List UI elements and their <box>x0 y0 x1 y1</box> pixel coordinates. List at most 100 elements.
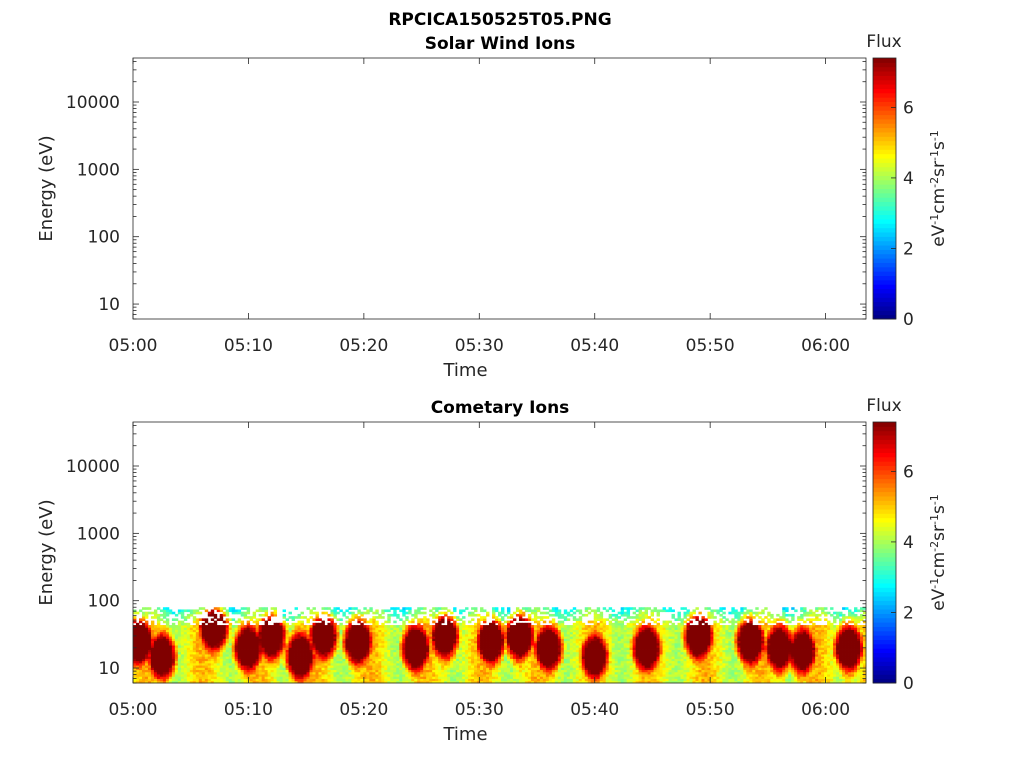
heatmap-cell <box>444 613 448 617</box>
heatmap-cell <box>596 654 601 657</box>
colorbar-segment <box>873 184 896 189</box>
heatmap-cell <box>593 640 598 644</box>
heatmap-cell <box>542 678 547 682</box>
heatmap-cell <box>339 638 343 642</box>
heatmap-cell <box>204 680 209 684</box>
heatmap-cell <box>234 611 239 615</box>
heatmap-cell <box>156 649 161 653</box>
heatmap-cell <box>530 645 535 648</box>
heatmap-cell <box>578 618 583 621</box>
heatmap-cell <box>611 647 616 650</box>
heatmap-cell <box>312 633 316 637</box>
heatmap-cell <box>267 629 272 633</box>
heatmap-cell <box>608 631 613 635</box>
heatmap-cell <box>228 651 233 655</box>
heatmap-cell <box>213 627 218 630</box>
heatmap-cell <box>524 671 529 675</box>
colorbar-segment <box>873 101 896 107</box>
heatmap-cell <box>444 625 448 628</box>
heatmap-cell <box>252 625 257 628</box>
heatmap-cell <box>503 658 508 662</box>
heatmap-cell <box>414 640 418 644</box>
heatmap-cell <box>527 676 532 679</box>
heatmap-cell <box>303 645 307 648</box>
heatmap-cell <box>381 609 385 613</box>
heatmap-cell <box>147 642 152 646</box>
heatmap-cell <box>429 671 433 675</box>
heatmap-cell <box>515 607 520 610</box>
heatmap-cell <box>180 680 185 684</box>
heatmap-cell <box>387 633 391 637</box>
heatmap-cell <box>147 633 152 637</box>
heatmap-cell <box>342 674 346 677</box>
heatmap-cell <box>240 607 245 610</box>
heatmap-cell <box>560 678 565 682</box>
heatmap-cell <box>186 642 191 646</box>
heatmap-cell <box>336 658 340 662</box>
heatmap-cell <box>420 625 424 628</box>
heatmap-cell <box>378 654 382 657</box>
heatmap-cell <box>150 649 155 653</box>
heatmap-cell <box>441 607 445 610</box>
heatmap-cell <box>495 627 499 630</box>
heatmap-cell <box>441 631 445 635</box>
heatmap-cell <box>593 660 598 664</box>
heatmap-cell <box>294 627 298 630</box>
heatmap-cell <box>551 651 556 655</box>
heatmap-cell <box>321 629 325 633</box>
heatmap-cell <box>180 665 185 668</box>
heatmap-cell <box>207 665 212 668</box>
heatmap-cell <box>492 676 496 679</box>
heatmap-cell <box>222 651 227 655</box>
heatmap-cell <box>468 620 472 624</box>
heatmap-cell <box>381 649 385 653</box>
heatmap-cell <box>495 629 499 633</box>
heatmap-cell <box>548 658 553 662</box>
heatmap-cell <box>551 618 556 621</box>
heatmap-cell <box>474 680 478 684</box>
heatmap-cell <box>213 654 218 657</box>
heatmap-cell <box>569 647 574 650</box>
heatmap-cell <box>216 631 221 635</box>
heatmap-cell <box>423 607 427 610</box>
heatmap-cell <box>554 622 559 626</box>
heatmap-cell <box>363 645 367 648</box>
heatmap-cell <box>447 651 451 655</box>
heatmap-cell <box>512 633 517 637</box>
heatmap-cell <box>572 642 577 646</box>
heatmap-cell <box>506 658 511 662</box>
heatmap-cell <box>213 674 218 677</box>
heatmap-cell <box>213 658 218 662</box>
heatmap-cell <box>309 616 313 619</box>
heatmap-cell <box>201 669 206 673</box>
heatmap-cell <box>593 636 598 639</box>
heatmap-cell <box>536 654 541 657</box>
heatmap-cell <box>563 676 568 679</box>
heatmap-cell <box>144 680 149 684</box>
heatmap-cell <box>201 618 206 621</box>
heatmap-cell <box>168 662 173 666</box>
heatmap-cell <box>270 669 275 673</box>
heatmap-cell <box>327 607 331 610</box>
heatmap-cell <box>339 654 343 657</box>
heatmap-cell <box>530 671 535 675</box>
heatmap-cell <box>312 660 316 664</box>
heatmap-cell <box>387 647 391 650</box>
heatmap-cell <box>501 629 505 633</box>
heatmap-cell <box>264 660 269 664</box>
heatmap-cell <box>602 622 607 626</box>
heatmap-cell <box>471 667 475 671</box>
heatmap-cell <box>219 645 224 648</box>
heatmap-cell <box>195 654 200 657</box>
heatmap-cell <box>354 627 358 630</box>
heatmap-cell <box>533 640 538 644</box>
heatmap-cell <box>420 645 424 648</box>
heatmap-cell <box>339 629 343 633</box>
heatmap-cell <box>408 638 412 642</box>
heatmap-cell <box>177 645 182 648</box>
heatmap-cell <box>141 649 146 653</box>
heatmap-cell <box>453 625 457 628</box>
heatmap-cell <box>387 627 391 630</box>
heatmap-cell <box>527 662 532 666</box>
colorbar-segment <box>873 271 896 276</box>
